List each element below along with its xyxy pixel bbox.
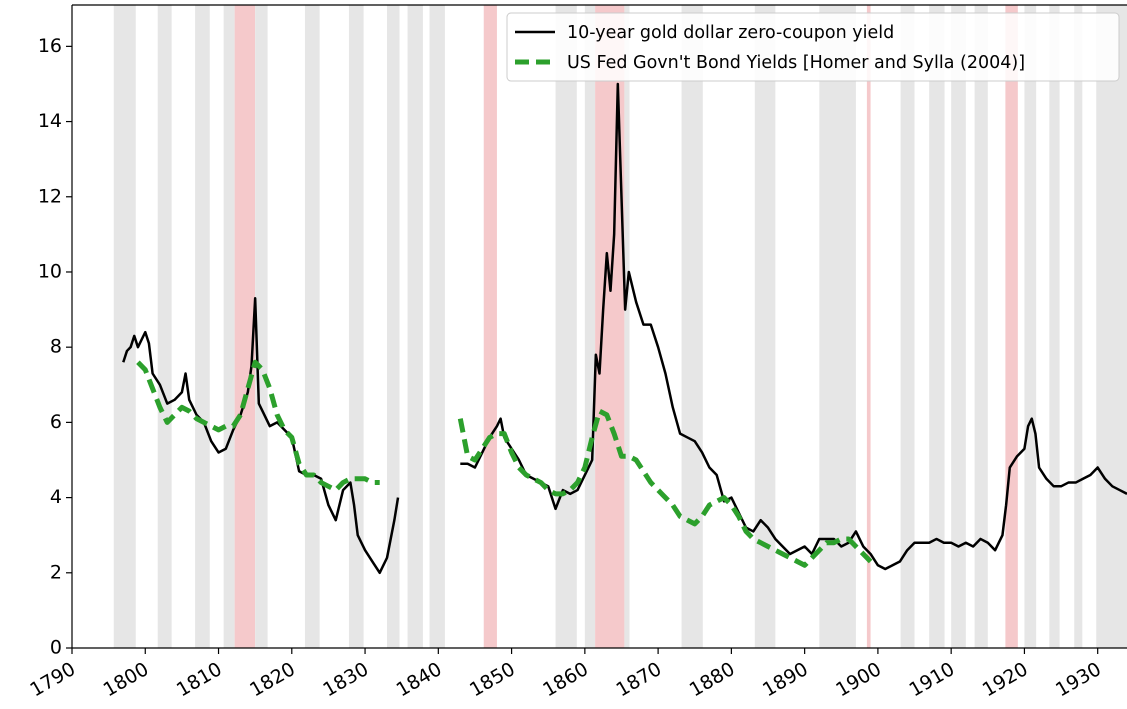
- x-tick-label: 1900: [832, 658, 885, 701]
- y-tick-label: 0: [50, 637, 62, 659]
- shaded-period: [900, 5, 915, 648]
- shaded-period: [407, 5, 423, 648]
- shaded-period: [555, 5, 577, 648]
- y-tick-label: 10: [38, 260, 62, 282]
- legend-label: 10-year gold dollar zero-coupon yield: [567, 23, 894, 43]
- shaded-period: [681, 5, 703, 648]
- x-tick-label: 1860: [539, 658, 592, 701]
- y-tick-label: 14: [38, 110, 62, 132]
- shaded-period: [754, 5, 776, 648]
- x-tick-label: 1920: [979, 658, 1032, 701]
- shaded-period: [974, 5, 988, 648]
- x-tick-label: 1800: [100, 658, 153, 701]
- x-tick-label: 1850: [466, 658, 519, 701]
- shaded-period: [819, 5, 856, 648]
- shaded-period: [223, 5, 235, 648]
- shaded-period: [157, 5, 172, 648]
- shaded-period: [255, 5, 268, 648]
- shaded-period: [1005, 5, 1018, 648]
- x-tick-label: 1890: [759, 658, 812, 701]
- shaded-period: [584, 5, 596, 648]
- shaded-period: [951, 5, 966, 648]
- legend: 10-year gold dollar zero-coupon yield US …: [506, 12, 1120, 82]
- shaded-period: [304, 5, 320, 648]
- series-line: [136, 359, 873, 568]
- x-tick-label: 1790: [26, 658, 79, 701]
- x-tick-label: 1830: [319, 658, 372, 701]
- series-line: [122, 82, 1127, 575]
- shaded-period: [624, 5, 630, 648]
- shaded-period: [1024, 5, 1037, 648]
- legend-box: [506, 12, 1120, 82]
- shaded-period: [429, 5, 445, 648]
- x-tick-label: 1930: [1052, 658, 1105, 701]
- x-tick-label: 1870: [612, 658, 665, 701]
- shaded-period: [595, 5, 625, 648]
- x-tick-label: 1910: [906, 658, 959, 701]
- x-tick-label: 1820: [246, 658, 299, 701]
- shaded-period: [1049, 5, 1060, 648]
- shaded-period: [1074, 5, 1083, 648]
- y-tick-label: 8: [50, 336, 62, 358]
- x-tick-label: 1810: [173, 658, 226, 701]
- shaded-period: [929, 5, 945, 648]
- y-tick-label: 4: [50, 486, 62, 508]
- shaded-period: [234, 5, 256, 648]
- shaded-period: [113, 5, 136, 648]
- y-tick-label: 12: [38, 185, 62, 207]
- y-tick-label: 6: [50, 411, 62, 433]
- shaded-period: [195, 5, 210, 648]
- shaded-period: [1096, 5, 1127, 648]
- shaded-period: [348, 5, 364, 648]
- shaded-period: [483, 5, 497, 648]
- y-tick-label: 2: [50, 561, 62, 583]
- y-tick-label: 16: [38, 35, 62, 57]
- x-tick-label: 1840: [393, 658, 446, 701]
- legend-label: US Fed Govn't Bond Yields [Homer and Syl…: [567, 53, 1025, 73]
- x-tick-label: 1880: [686, 658, 739, 701]
- shaded-period: [866, 5, 871, 648]
- shaded-period: [387, 5, 400, 648]
